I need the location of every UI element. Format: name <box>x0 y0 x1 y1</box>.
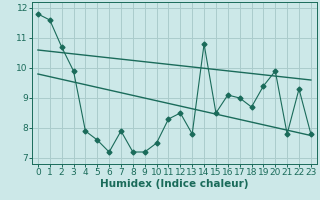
X-axis label: Humidex (Indice chaleur): Humidex (Indice chaleur) <box>100 179 249 189</box>
